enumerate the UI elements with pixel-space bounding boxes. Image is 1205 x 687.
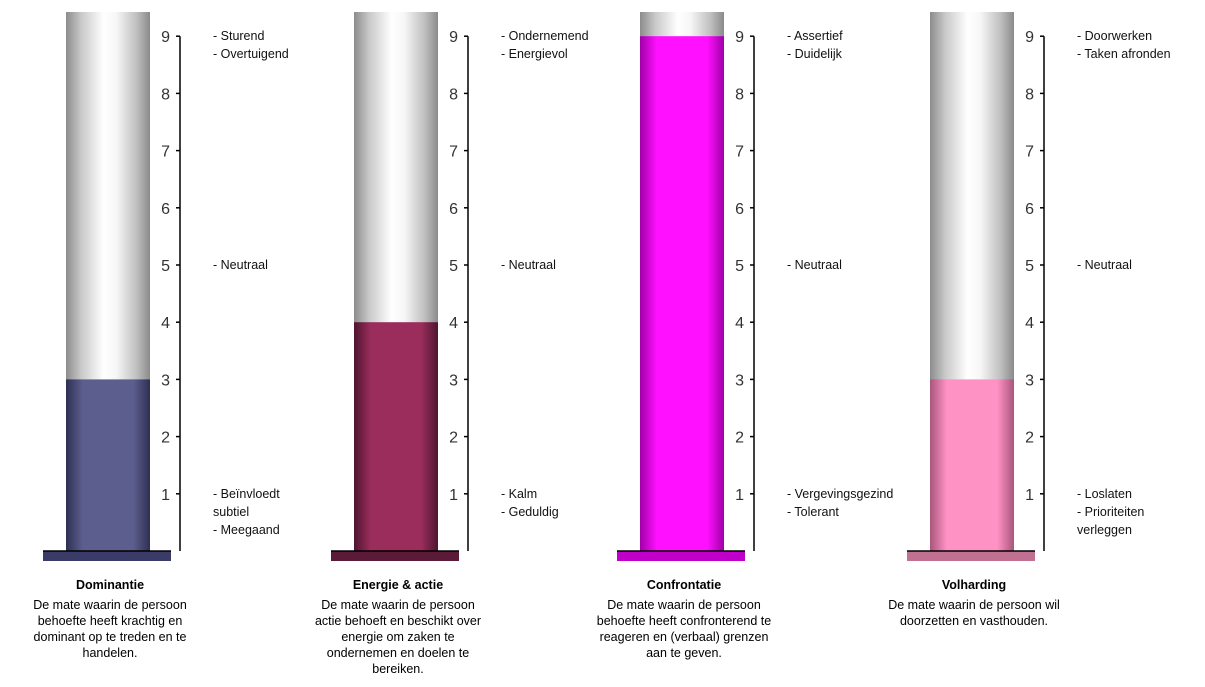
scale-descriptor: - Ondernemend xyxy=(501,29,589,43)
chart-description: ondernemen en doelen te xyxy=(327,646,470,660)
tick-label: 1 xyxy=(161,487,170,504)
tick-label: 9 xyxy=(1025,29,1034,46)
scale-descriptor: - Geduldig xyxy=(501,505,559,519)
chart-description: De mate waarin de persoon xyxy=(33,598,187,612)
chart-panel: 1 2 3 4 5 6 7 8 9 - Sturend - Overtuigend - Neutraa… xyxy=(33,12,289,660)
tick-label: 3 xyxy=(1025,372,1034,389)
tick-label: 5 xyxy=(735,258,744,275)
tick-label: 3 xyxy=(161,372,170,389)
tick-label: 7 xyxy=(735,144,744,161)
tick-label: 5 xyxy=(1025,258,1034,275)
tick-label: 1 xyxy=(735,487,744,504)
tick-label: 2 xyxy=(735,430,744,447)
tick-label: 8 xyxy=(161,86,170,103)
chart-description: dominant op te treden en te xyxy=(34,630,187,644)
scale-descriptor: - Loslaten xyxy=(1077,487,1132,501)
scale-descriptor: - Assertief xyxy=(787,29,843,43)
tick-label: 7 xyxy=(449,144,458,161)
chart-description: handelen. xyxy=(83,646,138,660)
scale-descriptor: - Neutraal xyxy=(1077,258,1132,272)
level-bar xyxy=(66,379,150,551)
chart-description: reageren en (verbaal) grenzen xyxy=(600,630,769,644)
chart-title: Volharding xyxy=(942,578,1006,592)
chart-panel: 1 2 3 4 5 6 7 8 9 - Assertief - Duidelijk - Neutraa… xyxy=(597,12,893,660)
scale-descriptor: - Energievol xyxy=(501,47,568,61)
tube-base xyxy=(43,551,171,561)
tick-label: 9 xyxy=(735,29,744,46)
chart-title: Confrontatie xyxy=(647,578,721,592)
tick-label: 8 xyxy=(1025,86,1034,103)
chart-description: actie behoeft en beschikt over xyxy=(315,614,481,628)
scale-descriptor: subtiel xyxy=(213,505,249,519)
scale-descriptor: - Duidelijk xyxy=(787,47,843,61)
scale-descriptor: - Kalm xyxy=(501,487,537,501)
tick-label: 2 xyxy=(449,430,458,447)
tube-base xyxy=(907,551,1035,561)
tick-label: 3 xyxy=(449,372,458,389)
scale-descriptor: - Vergevingsgezind xyxy=(787,487,893,501)
scale-descriptor: - Taken afronden xyxy=(1077,47,1171,61)
scale-descriptor: verleggen xyxy=(1077,523,1132,537)
chart-description: behoefte heeft krachtig en xyxy=(38,614,183,628)
tick-label: 6 xyxy=(161,201,170,218)
tick-label: 1 xyxy=(449,487,458,504)
level-bar xyxy=(640,36,724,551)
scale-descriptor: - Meegaand xyxy=(213,523,280,537)
tick-label: 4 xyxy=(735,315,744,332)
chart-title: Dominantie xyxy=(76,578,144,592)
tick-label: 8 xyxy=(735,86,744,103)
chart-description: De mate waarin de persoon wil xyxy=(888,598,1060,612)
tick-label: 5 xyxy=(449,258,458,275)
tick-label: 3 xyxy=(735,372,744,389)
tick-label: 6 xyxy=(1025,201,1034,218)
scale-descriptor: - Beïnvloedt xyxy=(213,487,280,501)
level-bar xyxy=(930,379,1014,551)
tick-label: 9 xyxy=(161,29,170,46)
chart-description: bereiken. xyxy=(372,662,423,676)
chart-description: doorzetten en vasthouden. xyxy=(900,614,1048,628)
tick-label: 4 xyxy=(449,315,458,332)
scale-descriptor: - Neutraal xyxy=(787,258,842,272)
chart-description: energie om zaken te xyxy=(341,630,454,644)
tick-label: 6 xyxy=(449,201,458,218)
chart-panel: 1 2 3 4 5 6 7 8 9 - Doorwerken - Taken afronden - N… xyxy=(888,12,1171,628)
tick-label: 2 xyxy=(1025,430,1034,447)
tick-label: 7 xyxy=(161,144,170,161)
chart-description: De mate waarin de persoon xyxy=(321,598,475,612)
tick-label: 9 xyxy=(449,29,458,46)
tick-label: 4 xyxy=(1025,315,1034,332)
chart-description: behoefte heeft confronterend te xyxy=(597,614,771,628)
tick-label: 4 xyxy=(161,315,170,332)
scale-descriptor: - Neutraal xyxy=(213,258,268,272)
tick-label: 6 xyxy=(735,201,744,218)
tick-label: 1 xyxy=(1025,487,1034,504)
tick-label: 7 xyxy=(1025,144,1034,161)
scale-descriptor: - Prioriteiten xyxy=(1077,505,1144,519)
scale-descriptor: - Overtuigend xyxy=(213,47,289,61)
chart-description: aan te geven. xyxy=(646,646,722,660)
scale-descriptor: - Doorwerken xyxy=(1077,29,1152,43)
tick-label: 5 xyxy=(161,258,170,275)
level-bar xyxy=(354,322,438,551)
tube-base xyxy=(331,551,459,561)
scale-descriptor: - Tolerant xyxy=(787,505,839,519)
scale-descriptor: - Neutraal xyxy=(501,258,556,272)
scale-descriptor: - Sturend xyxy=(213,29,264,43)
tick-label: 8 xyxy=(449,86,458,103)
tube-base xyxy=(617,551,745,561)
chart-panel: 1 2 3 4 5 6 7 8 9 - Ondernemend - Energievol - Neut… xyxy=(315,12,589,676)
chart-title: Energie & actie xyxy=(353,578,443,592)
tick-label: 2 xyxy=(161,430,170,447)
chart-description: De mate waarin de persoon xyxy=(607,598,761,612)
